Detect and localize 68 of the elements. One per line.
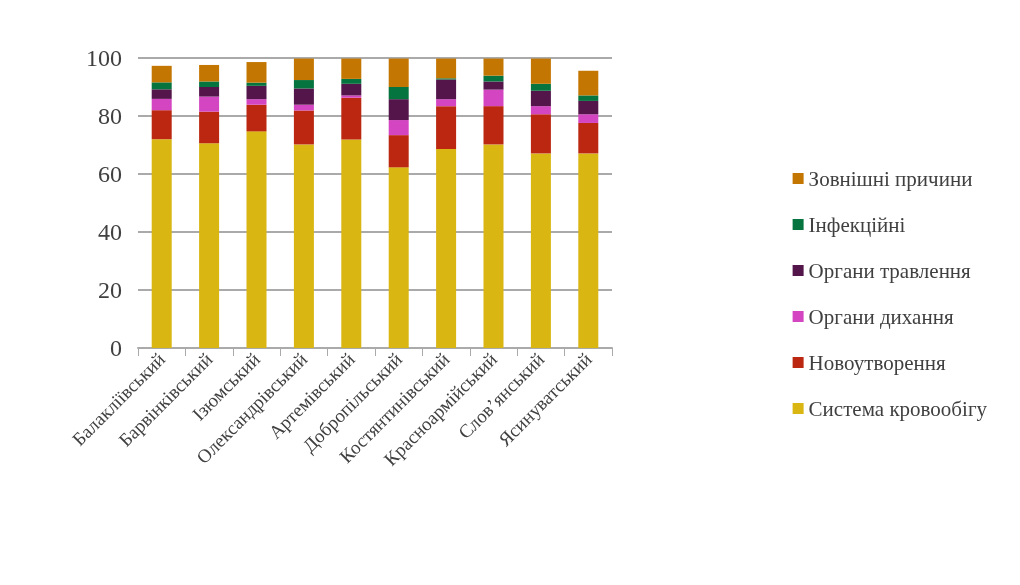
bar xyxy=(530,114,551,154)
bar xyxy=(436,79,457,100)
bar xyxy=(436,58,457,79)
bar xyxy=(436,99,457,107)
legend-label: Зовнішні причини xyxy=(808,166,973,191)
bar xyxy=(199,87,220,97)
y-tick-label: 100 xyxy=(86,45,122,71)
legend-label: Інфекційні xyxy=(808,212,906,237)
legend-label: Система кровообігу xyxy=(808,396,988,421)
y-tick-label: 80 xyxy=(98,103,122,129)
bar xyxy=(483,89,504,107)
bar xyxy=(199,96,220,112)
bar xyxy=(246,82,267,86)
bar xyxy=(246,85,267,100)
bar xyxy=(293,144,314,348)
bar xyxy=(483,58,504,76)
bar xyxy=(246,104,267,132)
legend-label: Новоутворення xyxy=(808,350,946,375)
bar xyxy=(151,89,172,99)
bar xyxy=(151,65,172,83)
bar xyxy=(530,153,551,348)
bar xyxy=(151,110,172,140)
bar xyxy=(293,58,314,81)
bar xyxy=(199,111,220,144)
bar xyxy=(388,99,409,121)
bar xyxy=(578,153,599,348)
bar xyxy=(151,82,172,90)
bar xyxy=(388,58,409,87)
bar xyxy=(578,122,599,154)
bar xyxy=(246,62,267,83)
bar xyxy=(530,58,551,84)
bar xyxy=(341,58,362,79)
y-tick-label: 40 xyxy=(98,219,122,245)
legend-label: Органи дихання xyxy=(808,304,954,329)
bar xyxy=(199,81,220,87)
bar xyxy=(341,139,362,348)
bar xyxy=(246,131,267,348)
bar xyxy=(483,106,504,145)
bar xyxy=(483,144,504,348)
bar xyxy=(483,81,504,90)
bar xyxy=(578,95,599,101)
bar xyxy=(578,70,599,96)
bar xyxy=(530,106,551,115)
bar xyxy=(436,106,457,150)
bar xyxy=(341,95,362,98)
bar xyxy=(151,139,172,348)
bar xyxy=(530,90,551,107)
bar xyxy=(151,98,172,111)
bar xyxy=(530,83,551,91)
bar xyxy=(578,114,599,123)
bar xyxy=(341,83,362,96)
y-tick-label: 60 xyxy=(98,161,122,187)
bar xyxy=(199,143,220,348)
bar xyxy=(341,97,362,140)
bar xyxy=(436,149,457,348)
bar xyxy=(388,167,409,348)
legend-label: Органи травлення xyxy=(808,258,972,283)
y-tick-label: 20 xyxy=(98,277,122,303)
bar xyxy=(293,110,314,145)
bar xyxy=(199,64,220,82)
bar xyxy=(246,99,267,105)
bar xyxy=(388,135,409,168)
bar xyxy=(293,88,314,105)
bar xyxy=(388,87,409,100)
bar xyxy=(341,78,362,84)
bar xyxy=(578,100,599,115)
bar xyxy=(388,120,409,136)
bar xyxy=(293,80,314,89)
